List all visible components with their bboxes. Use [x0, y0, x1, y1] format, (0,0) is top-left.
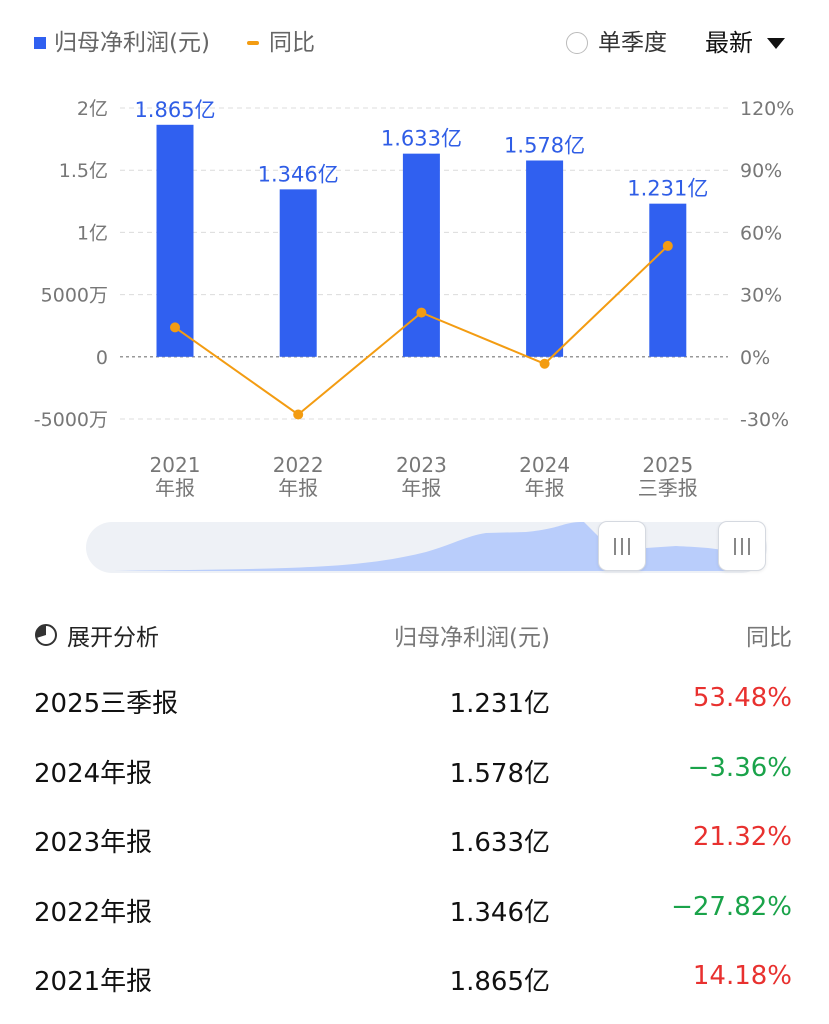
- line-swatch-icon: [247, 41, 259, 45]
- bar-data-label: 1.865亿: [134, 98, 215, 122]
- caret-down-icon[interactable]: [767, 37, 785, 49]
- pie-chart-icon: [35, 624, 57, 646]
- period-select-value: 最新: [705, 29, 753, 57]
- right-tick-label: 60%: [740, 222, 782, 244]
- range-slider[interactable]: [86, 521, 767, 574]
- table-row[interactable]: 2025三季报 1.231亿 53.48%: [0, 666, 829, 736]
- period-select[interactable]: 最新: [705, 26, 785, 60]
- table-row[interactable]: 2023年报 1.633亿 21.32%: [0, 805, 829, 875]
- table-row[interactable]: 2021年报 1.865亿 14.18%: [0, 944, 829, 1014]
- row-net-profit: 1.633亿: [449, 828, 550, 858]
- category-label: 2022: [273, 453, 324, 477]
- left-tick-label: -5000万: [34, 409, 108, 431]
- bar-data-label: 1.231亿: [627, 177, 708, 201]
- radio-circle-icon[interactable]: [566, 32, 588, 54]
- legend-label-net-profit: 归母净利润(元): [54, 30, 210, 56]
- net-profit-chart: 2亿 1.5亿 1亿 5000万 0 -5000万 120% 90% 60% 30% 0% -30% 1…: [34, 98, 795, 500]
- row-period: 2021年报: [34, 967, 153, 997]
- legend-item-net-profit[interactable]: 归母净利润(元): [34, 26, 210, 60]
- row-yoy: −3.36%: [687, 752, 792, 783]
- single-quarter-label: 单季度: [598, 30, 667, 56]
- left-tick-label: 0: [96, 347, 108, 369]
- legend-label-yoy: 同比: [269, 30, 315, 56]
- grip-icon: [734, 537, 750, 555]
- category-label: 年报: [278, 476, 318, 500]
- column-header-net-profit: 归母净利润(元): [394, 625, 550, 651]
- row-yoy: 53.48%: [692, 683, 792, 713]
- row-period: 2025三季报: [34, 689, 179, 719]
- row-net-profit: 1.231亿: [449, 689, 550, 719]
- category-label: 2021: [150, 453, 201, 477]
- column-header-yoy: 同比: [746, 625, 792, 651]
- table-header: 展开分析 归母净利润(元) 同比: [0, 604, 829, 664]
- row-period: 2022年报: [34, 897, 153, 928]
- bar: [526, 160, 564, 357]
- row-yoy: 21.32%: [692, 822, 792, 852]
- category-label: 2023: [396, 453, 447, 477]
- single-quarter-toggle[interactable]: 单季度: [566, 26, 667, 60]
- category-label: 三季报: [638, 476, 698, 500]
- row-period: 2024年报: [34, 758, 153, 789]
- right-tick-label: 90%: [740, 160, 782, 182]
- row-period: 2023年报: [34, 828, 153, 858]
- bar-data-label: 1.578亿: [504, 133, 585, 157]
- row-net-profit: 1.346亿: [449, 897, 550, 928]
- row-net-profit: 1.578亿: [449, 758, 550, 789]
- grip-icon: [614, 537, 630, 555]
- right-tick-label: -30%: [740, 409, 789, 431]
- category-label: 年报: [525, 476, 565, 500]
- bar: [649, 203, 687, 357]
- bar-data-label: 1.633亿: [381, 127, 462, 151]
- expand-analysis-label: 展开分析: [67, 625, 159, 651]
- yoy-point: [416, 307, 427, 318]
- chart-legend-bar: 归母净利润(元) 同比 单季度 最新: [0, 0, 829, 86]
- category-label: 年报: [401, 476, 441, 500]
- right-tick-label: 30%: [740, 285, 782, 307]
- category-label: 2025: [642, 453, 693, 477]
- yoy-point: [170, 322, 180, 333]
- row-yoy: −27.82%: [671, 891, 792, 922]
- row-net-profit: 1.865亿: [449, 967, 550, 997]
- profit-table: 2025三季报 1.231亿 53.48% 2024年报 1.578亿 −3.3…: [0, 666, 829, 1014]
- bar: [156, 124, 194, 357]
- slider-track[interactable]: [86, 521, 767, 574]
- slider-handle-right[interactable]: [718, 521, 766, 571]
- table-row[interactable]: 2022年报 1.346亿 −27.82%: [0, 875, 829, 945]
- bar-swatch-icon: [34, 37, 46, 49]
- category-label: 2024: [519, 453, 570, 477]
- slider-handle-left[interactable]: [598, 521, 646, 571]
- right-tick-label: 0%: [740, 347, 770, 369]
- left-tick-label: 1.5亿: [59, 160, 108, 182]
- expand-analysis-button[interactable]: 展开分析: [34, 618, 159, 652]
- left-tick-label: 5000万: [41, 285, 108, 307]
- right-tick-label: 120%: [740, 98, 794, 120]
- bar: [402, 153, 440, 357]
- category-label: 年报: [155, 476, 195, 500]
- row-yoy: 14.18%: [692, 961, 792, 991]
- left-tick-label: 1亿: [77, 222, 108, 244]
- table-row[interactable]: 2024年报 1.578亿 −3.36%: [0, 736, 829, 806]
- yoy-point: [662, 240, 673, 251]
- legend-item-yoy[interactable]: 同比: [247, 26, 315, 60]
- yoy-point: [539, 358, 550, 369]
- bar: [279, 189, 317, 357]
- yoy-point: [293, 409, 304, 420]
- bar-data-label: 1.346亿: [258, 162, 339, 186]
- left-tick-label: 2亿: [77, 98, 108, 120]
